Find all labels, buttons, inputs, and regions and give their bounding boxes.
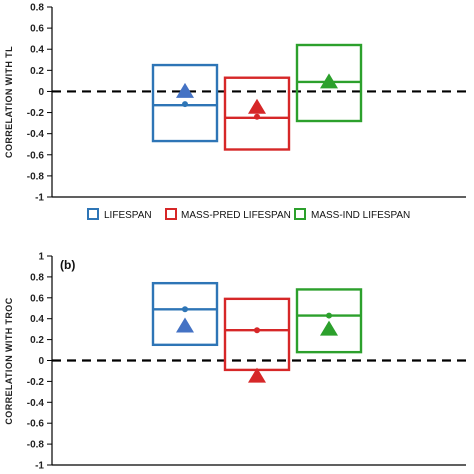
panel-a: CORRELATION WITH TL 0.8 0.6 0.4 0.2 0 -0.2 -0.… xyxy=(4,3,466,204)
legend-item-mass-pred-lifespan: MASS-PRED LIFESPAN xyxy=(165,208,291,221)
legend-item-mass-ind-lifespan: MASS-IND LIFESPAN xyxy=(294,208,410,221)
legend-swatch-mass-pred xyxy=(165,208,177,220)
triangle-marker-mass-pred-lifespan xyxy=(248,367,266,383)
y-tick-label: -0.8 xyxy=(27,171,45,182)
panel-b-ylabel: CORRELATION WITH TROC xyxy=(4,297,14,424)
triangle-marker-mass-ind-lifespan xyxy=(320,73,338,89)
y-tick-label: -0.2 xyxy=(27,377,45,388)
legend-label-lifespan: LIFESPAN xyxy=(104,210,152,221)
mean-point-mass-ind-lifespan xyxy=(326,312,332,319)
triangle-marker-mass-ind-lifespan xyxy=(320,320,338,336)
y-tick-label: -0.4 xyxy=(27,398,45,409)
panel-a-ylabel: CORRELATION WITH TL xyxy=(4,46,14,158)
y-tick-label: 0.2 xyxy=(30,66,44,77)
legend-swatch-mass-ind xyxy=(294,208,306,220)
y-tick-label: 0.6 xyxy=(30,24,44,35)
y-tick-label: 0.4 xyxy=(30,45,44,56)
box-mass-pred-lifespan xyxy=(223,297,291,372)
triangle-marker-lifespan xyxy=(176,317,194,333)
y-tick-label: -0.8 xyxy=(27,440,45,451)
box-lifespan xyxy=(151,281,219,347)
mean-point-mass-pred-lifespan xyxy=(254,327,260,334)
legend-label-mass-pred: MASS-PRED LIFESPAN xyxy=(181,210,291,221)
y-tick-label: -0.4 xyxy=(27,129,45,140)
y-tick-label: 0.6 xyxy=(30,293,44,304)
y-tick-label: -0.6 xyxy=(27,150,45,161)
y-tick-label: -0.6 xyxy=(27,419,45,430)
mean-point-mass-pred-lifespan xyxy=(254,113,260,120)
box-mass-ind-lifespan xyxy=(295,288,363,354)
y-tick-label: -1 xyxy=(35,461,44,472)
mean-point-lifespan xyxy=(182,306,188,313)
legend-swatch-lifespan xyxy=(87,208,99,220)
legend-item-lifespan: LIFESPAN xyxy=(87,208,152,221)
y-tick-label: 0.8 xyxy=(30,3,44,14)
box-mass-pred-lifespan xyxy=(223,76,291,151)
mean-point-lifespan xyxy=(182,101,188,108)
y-tick-label: -0.2 xyxy=(27,108,45,119)
box-lifespan xyxy=(151,63,219,143)
legend: LIFESPAN MASS-PRED LIFESPAN MASS-IND LIF… xyxy=(87,208,410,221)
triangle-marker-mass-pred-lifespan xyxy=(248,98,266,114)
y-tick-label: 1 xyxy=(38,252,44,263)
y-tick-label: 0.8 xyxy=(30,272,44,283)
y-tick-label: 0.2 xyxy=(30,335,44,346)
panel-b: CORRELATION WITH TROC (b) 1 0.8 0.6 0.4 0.2 0… xyxy=(4,252,466,472)
y-tick-label: 0.4 xyxy=(30,314,44,325)
y-tick-label: -1 xyxy=(35,193,44,204)
y-tick-label: 0 xyxy=(38,87,44,98)
legend-label-mass-ind: MASS-IND LIFESPAN xyxy=(311,210,410,221)
triangle-marker-lifespan xyxy=(176,82,194,98)
y-tick-label: 0 xyxy=(38,356,44,367)
panel-b-label: (b) xyxy=(60,258,75,272)
